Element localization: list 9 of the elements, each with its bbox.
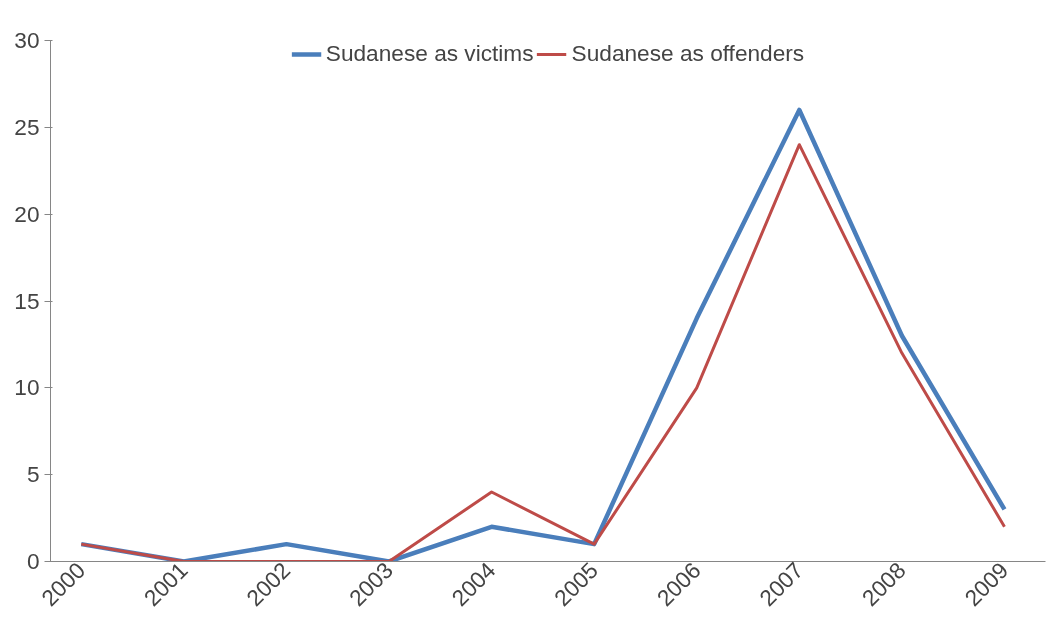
y-tick-label: 30 <box>14 27 40 53</box>
y-tick-label: 25 <box>14 113 40 140</box>
y-tick-label: 10 <box>14 374 40 401</box>
legend-label: Sudanese as offenders <box>571 40 805 67</box>
y-tick-label: 0 <box>26 548 40 574</box>
y-tick-label: 5 <box>26 461 40 488</box>
legend-label: Sudanese as victims <box>325 40 534 67</box>
y-tick-label: 15 <box>14 287 40 314</box>
y-tick-label: 20 <box>14 200 40 227</box>
